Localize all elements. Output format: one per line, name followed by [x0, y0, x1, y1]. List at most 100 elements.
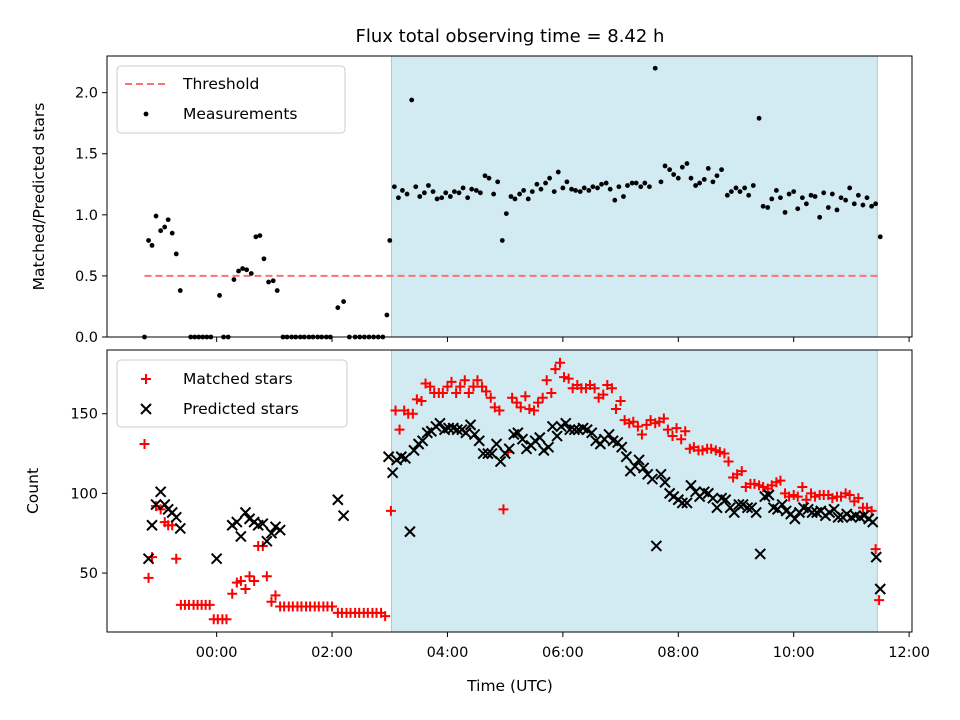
measurement-point	[499, 238, 505, 243]
measurement-point	[877, 234, 883, 240]
matched-point	[481, 386, 492, 397]
measurement-point	[482, 173, 488, 179]
measurement-point	[737, 189, 743, 195]
measurement-point	[697, 180, 703, 186]
matched-point	[632, 421, 643, 432]
matched-point	[385, 505, 396, 516]
series-measurements	[142, 65, 883, 340]
measurement-point	[599, 181, 604, 187]
predicted-point	[776, 498, 788, 511]
measurement-point	[724, 192, 730, 198]
matched-point	[463, 388, 474, 399]
measurement-point	[341, 299, 346, 304]
measurement-point	[529, 189, 535, 195]
measurement-point	[508, 194, 514, 199]
measurement-point	[169, 230, 175, 236]
measurement-point	[625, 183, 630, 188]
predicted-point	[154, 486, 167, 498]
matched-point	[524, 403, 535, 414]
measurement-point	[786, 191, 792, 197]
matched-point	[658, 413, 669, 424]
measurement-point	[642, 180, 648, 186]
measurement-point	[465, 195, 471, 201]
measurement-point	[335, 305, 341, 311]
measurement-point	[564, 179, 570, 185]
measurement-point	[773, 187, 779, 193]
measurement-point	[158, 228, 164, 234]
predicted-point	[646, 473, 659, 485]
measurement-point	[162, 224, 168, 230]
matched-point	[563, 373, 574, 384]
measurement-point	[728, 189, 734, 195]
measurement-point	[165, 217, 171, 223]
matched-point	[680, 426, 691, 437]
predicted-point	[659, 476, 671, 488]
measurement-point	[477, 190, 483, 196]
measurement-point	[439, 195, 445, 201]
measurement-point	[573, 187, 578, 193]
measurement-point	[521, 187, 527, 193]
predicted-point	[460, 427, 472, 439]
predicted-point	[451, 423, 463, 436]
measurement-point	[647, 184, 652, 190]
legend-box	[116, 359, 348, 428]
matched-point	[671, 423, 682, 434]
matched-point	[498, 504, 509, 515]
matched-point	[749, 478, 760, 489]
predicted-point	[754, 548, 766, 560]
matched-point	[784, 491, 795, 502]
matched-point	[261, 571, 272, 582]
legend-matched-label: Matched stars	[183, 370, 293, 388]
predicted-point	[629, 460, 641, 473]
predicted-point	[832, 511, 844, 523]
predicted-point	[468, 428, 481, 441]
matched-point	[559, 372, 570, 383]
matched-point	[515, 402, 526, 413]
matched-point	[662, 424, 673, 435]
matched-point	[610, 403, 621, 414]
matched-point	[416, 395, 427, 406]
matched-point	[598, 389, 609, 400]
x-tick-label: 04:00	[427, 645, 469, 661]
measurement-point	[714, 173, 720, 179]
predicted-point	[741, 502, 754, 514]
measurement-point	[693, 183, 699, 188]
measurement-point	[658, 179, 664, 185]
measurement-point	[821, 190, 827, 196]
measurement-point	[447, 194, 453, 199]
matched-point	[606, 383, 617, 394]
measurement-point	[240, 266, 246, 271]
matched-point	[266, 596, 277, 607]
counts-legend: Matched stars Predicted stars	[116, 359, 348, 428]
y-axis-label: Matched/Predicted stars	[30, 103, 48, 291]
matched-point	[455, 381, 466, 392]
plot-frame	[106, 349, 913, 633]
measurement-point	[671, 172, 677, 177]
measurement-point	[257, 233, 263, 238]
measurement-point	[396, 195, 401, 201]
x-tick-label: 10:00	[773, 645, 815, 661]
y-tick-label: 1.0	[75, 208, 98, 224]
legend-threshold-label: Threshold	[182, 75, 259, 93]
measurement-point	[270, 278, 276, 284]
matched-point	[507, 392, 518, 403]
measurement-point	[384, 312, 390, 318]
measurement-point	[838, 195, 844, 201]
measurement-point	[662, 163, 668, 169]
predicted-point	[750, 506, 762, 519]
measurement-point	[860, 202, 866, 208]
measurement-point	[460, 185, 466, 191]
measurement-point	[742, 185, 748, 191]
predicted-point	[382, 451, 395, 463]
predicted-point	[733, 498, 745, 511]
predicted-point	[257, 517, 269, 530]
measurement-point	[473, 187, 479, 193]
measurement-point	[486, 175, 492, 181]
predicted-point	[874, 583, 886, 595]
predicted-point	[265, 527, 278, 539]
measurement-point	[149, 242, 155, 248]
measurement-point	[469, 186, 475, 192]
measurement-point	[607, 186, 613, 192]
matched-point	[723, 456, 734, 467]
matched-point	[546, 388, 557, 399]
